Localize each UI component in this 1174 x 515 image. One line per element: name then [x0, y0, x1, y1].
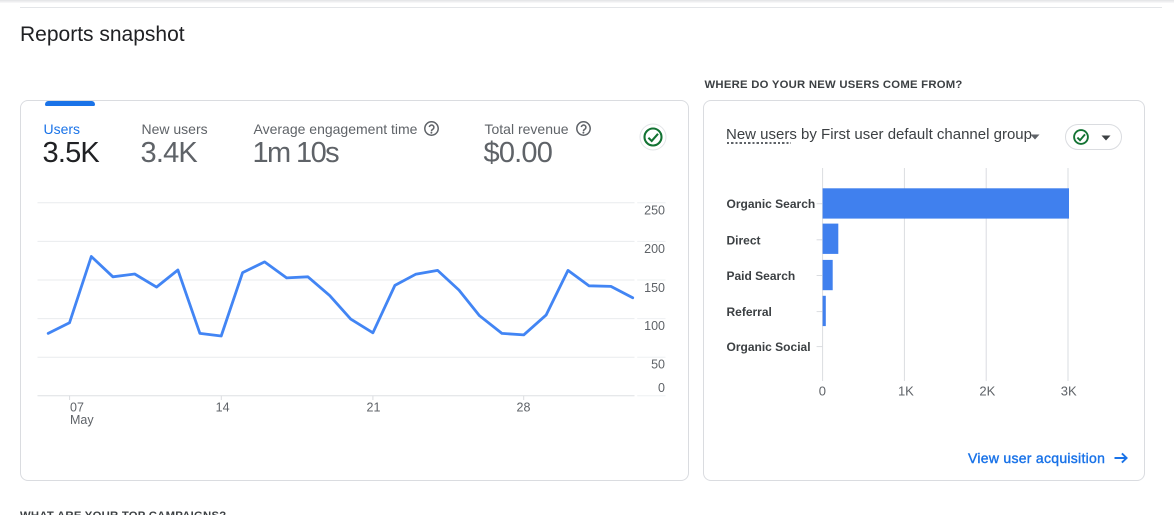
svg-text:1K: 1K [898, 383, 914, 398]
svg-text:21: 21 [367, 400, 381, 414]
svg-text:07: 07 [70, 400, 84, 414]
svg-text:Organic Social: Organic Social [727, 340, 811, 354]
svg-text:250: 250 [644, 203, 665, 217]
svg-text:Organic Search: Organic Search [727, 197, 816, 211]
svg-text:0: 0 [819, 383, 826, 398]
svg-text:0: 0 [658, 380, 665, 394]
svg-text:Paid Search: Paid Search [727, 268, 796, 282]
svg-text:Direct: Direct [727, 233, 761, 247]
svg-text:3K: 3K [1061, 383, 1077, 398]
svg-text:200: 200 [644, 242, 665, 256]
svg-text:14: 14 [216, 400, 230, 414]
svg-text:May: May [70, 412, 94, 426]
svg-text:150: 150 [644, 280, 665, 294]
svg-text:28: 28 [517, 400, 531, 414]
svg-text:50: 50 [651, 357, 665, 371]
svg-text:Referral: Referral [727, 305, 772, 319]
svg-text:100: 100 [644, 318, 665, 332]
svg-text:2K: 2K [979, 383, 995, 398]
